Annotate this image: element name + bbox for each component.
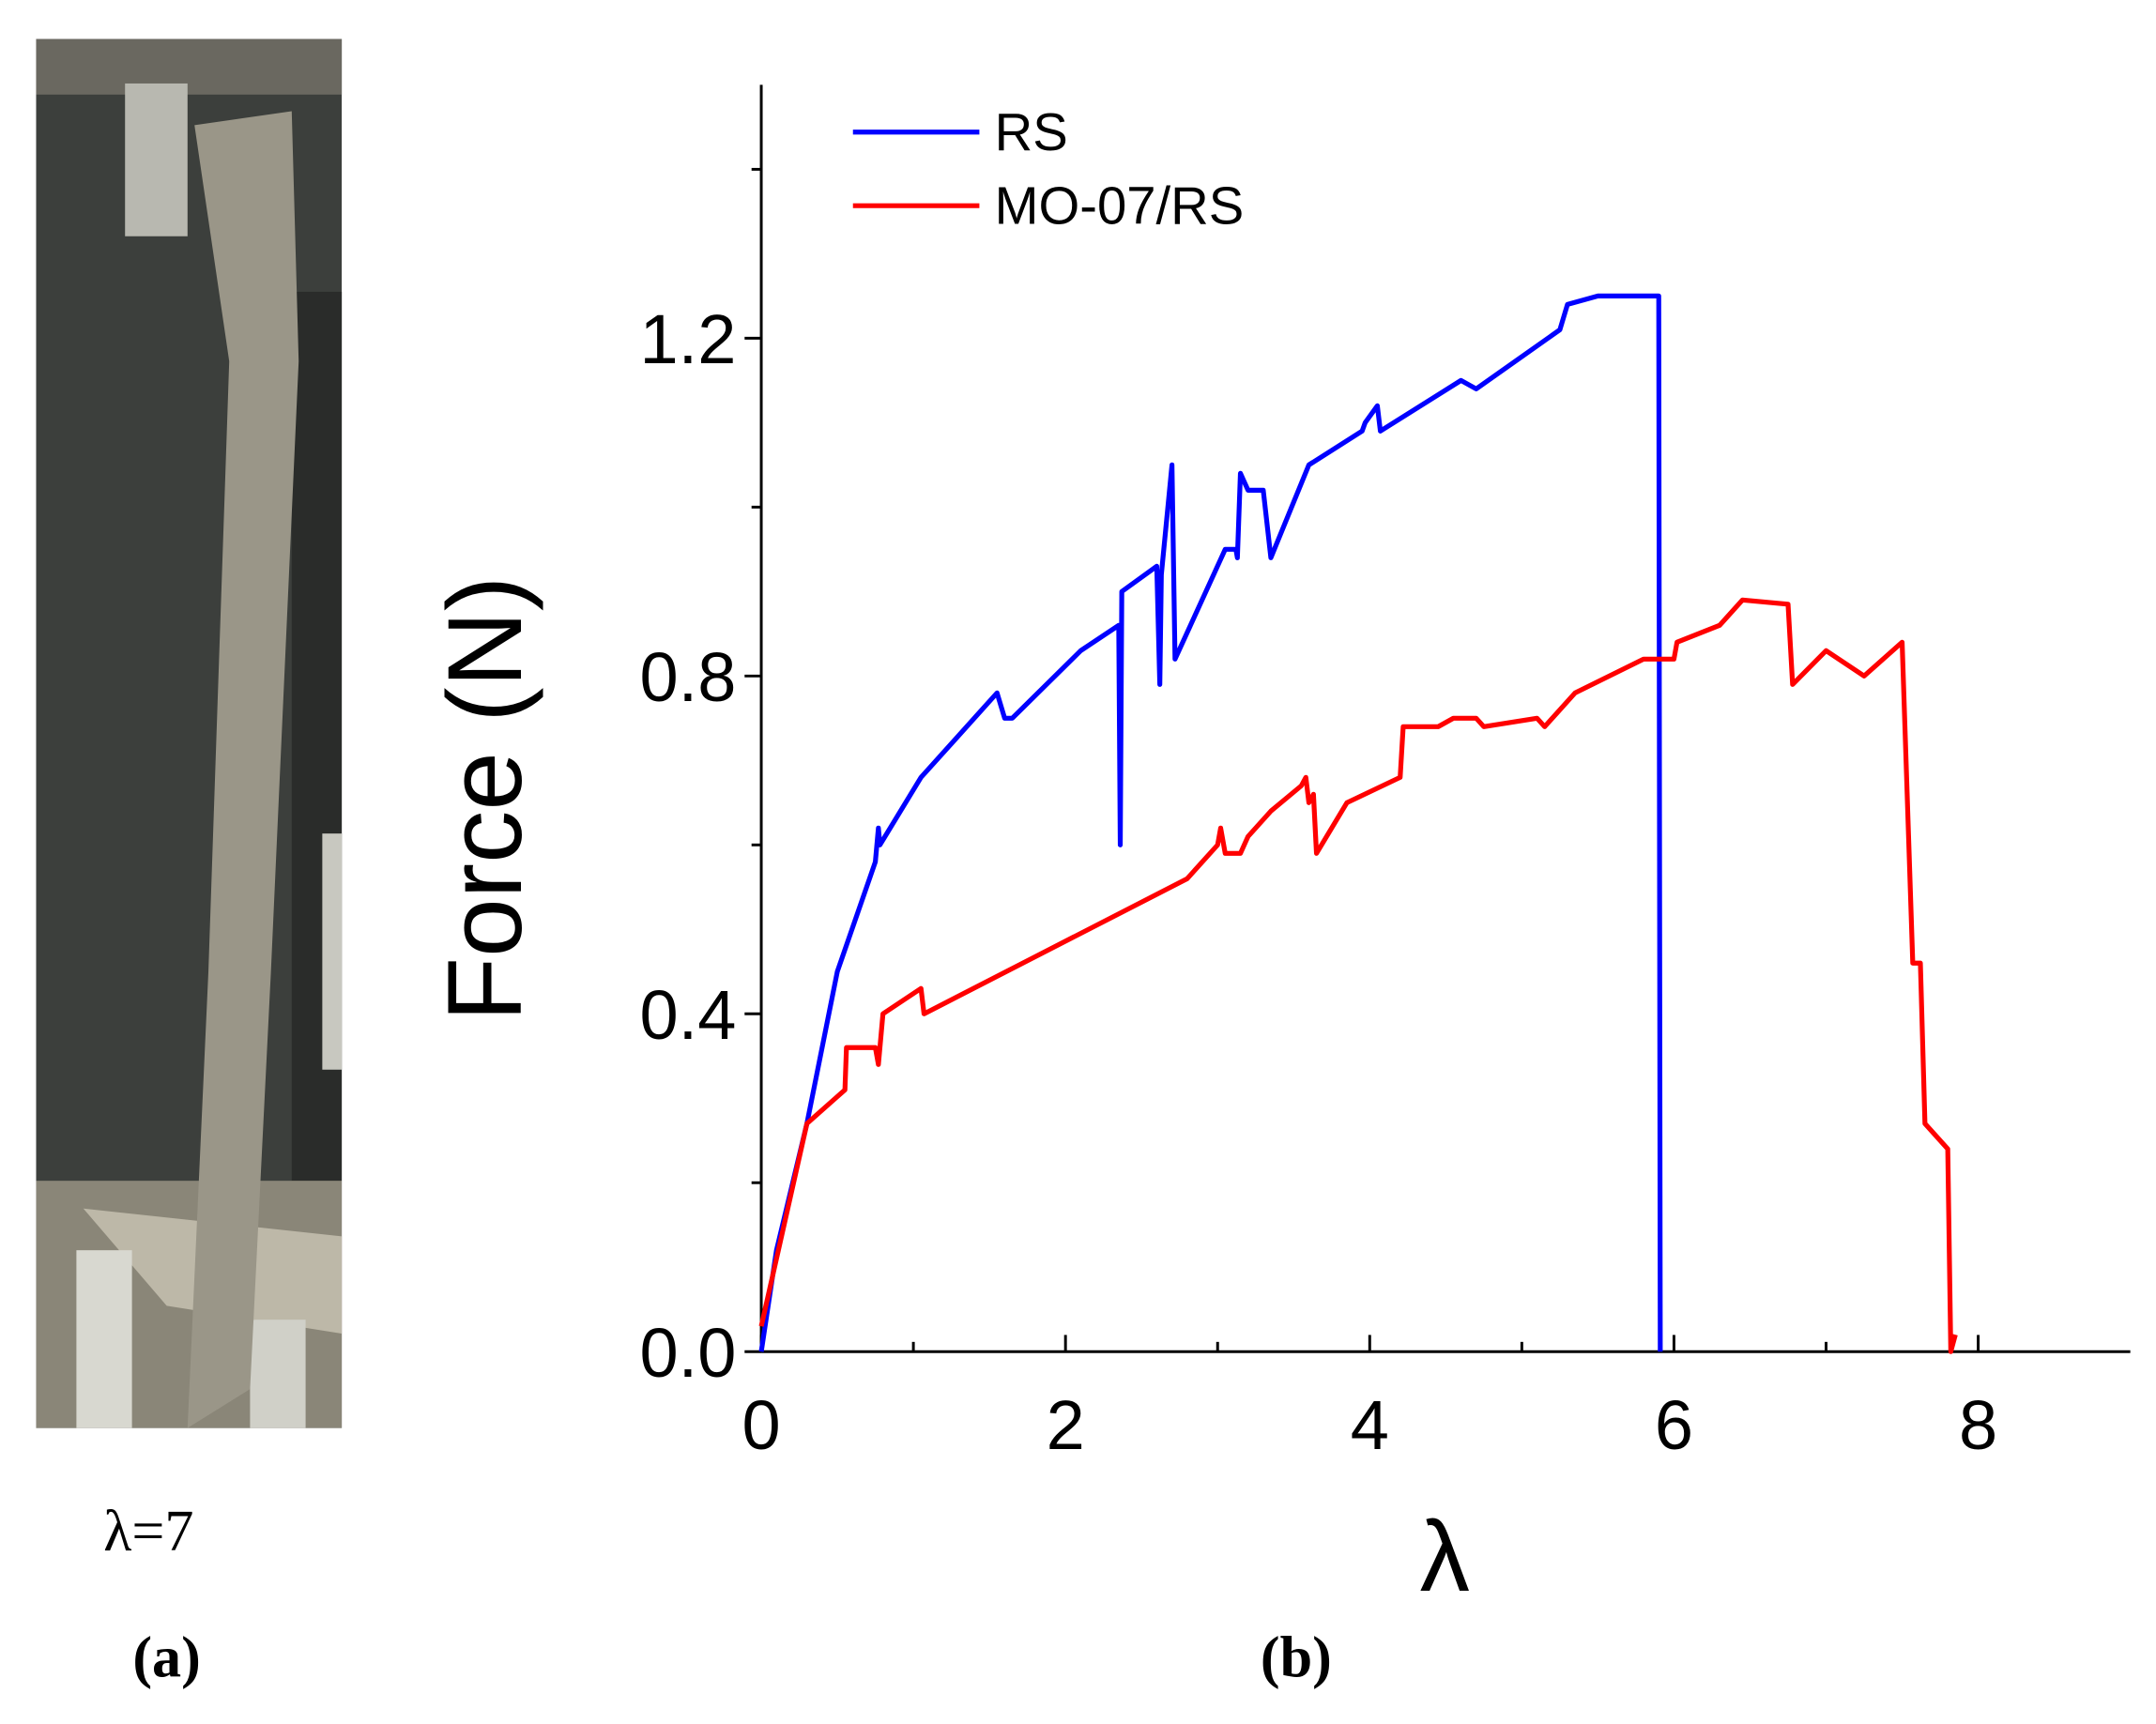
y-axis-label: Force (N) (425, 576, 543, 1022)
panel-label: (a) (132, 1626, 200, 1690)
x-tick-label: 8 (1959, 1386, 1997, 1464)
photo (36, 38, 343, 1428)
data-line (758, 293, 1663, 1352)
y-tick-label: 0.4 (640, 976, 737, 1054)
x-tick-label: 0 (742, 1386, 780, 1464)
y-tick-label: 0.0 (640, 1314, 737, 1392)
photo-caption: λ=7 (103, 1500, 193, 1564)
x-axis-label: λ (1420, 1501, 1470, 1612)
legend-label: MO-07/RS (995, 175, 1245, 235)
x-tick-label: 6 (1655, 1386, 1693, 1464)
data-line (758, 597, 1958, 1354)
x-tick-label: 2 (1047, 1386, 1085, 1464)
panel-label: (b) (1261, 1626, 1332, 1690)
y-tick-label: 1.2 (640, 300, 737, 378)
x-tick-label: 4 (1351, 1386, 1389, 1464)
legend-label: RS (995, 102, 1068, 161)
y-tick-label: 0.8 (640, 638, 737, 716)
